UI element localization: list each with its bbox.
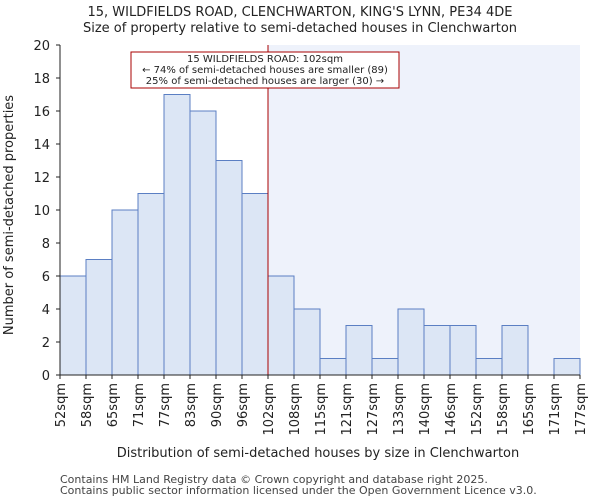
x-tick-label: 115sqm xyxy=(314,383,329,436)
bars-group xyxy=(59,94,581,376)
annotation-line1: 15 WILDFIELDS ROAD: 102sqm xyxy=(187,54,343,65)
annotation-line2: ← 74% of semi-detached houses are smalle… xyxy=(142,65,388,76)
bar-127sqm xyxy=(371,358,399,376)
x-tick-label: 52sqm xyxy=(54,383,69,427)
y-axis-label: Number of semi-detached properties xyxy=(2,95,17,335)
bar-65sqm xyxy=(111,209,139,376)
bar-152sqm xyxy=(475,358,503,376)
x-tick-label: 171sqm xyxy=(548,383,563,436)
x-tick-label: 127sqm xyxy=(366,383,381,436)
bar-121sqm xyxy=(345,325,373,376)
bar-71sqm xyxy=(137,193,165,376)
y-tick-label: 18 xyxy=(33,72,50,87)
annotation-box xyxy=(130,51,400,89)
x-axis-label: Distribution of semi-detached houses by … xyxy=(117,446,520,461)
bar-115sqm xyxy=(319,358,347,376)
annotation-line3: 25% of semi-detached houses are larger (… xyxy=(146,76,384,87)
x-tick-label: 121sqm xyxy=(340,383,355,436)
x-tick-label: 108sqm xyxy=(288,383,303,436)
x-tick-label: 152sqm xyxy=(470,383,485,436)
bar-108sqm xyxy=(293,308,321,376)
x-ticks-group: 52sqm 58sqm 65sqm 71sqm 77sqm 83sqm 90sqm 96sqm… xyxy=(54,375,589,436)
bar-77sqm xyxy=(163,94,191,376)
bar-146sqm xyxy=(449,325,477,376)
footer-line2: Contains public sector information licen… xyxy=(60,484,537,497)
x-tick-label: 158sqm xyxy=(496,383,511,436)
y-tick-label: 4 xyxy=(42,303,50,318)
bar-158sqm xyxy=(501,325,529,376)
x-tick-label: 165sqm xyxy=(522,383,537,436)
bar-52sqm xyxy=(59,275,87,376)
bar-102sqm xyxy=(267,275,295,376)
bar-83sqm xyxy=(189,110,217,376)
y-tick-label: 12 xyxy=(33,171,50,186)
y-tick-label: 20 xyxy=(33,39,50,54)
y-ticks-group: 0 2 4 6 8 10 12 14 16 18 20 xyxy=(33,39,60,384)
bar-171sqm xyxy=(553,358,581,376)
chart-title-line1: 15, WILDFIELDS ROAD, CLENCHWARTON, KING'… xyxy=(87,5,512,20)
y-tick-label: 8 xyxy=(42,237,50,252)
x-tick-label: 83sqm xyxy=(184,383,199,427)
bar-133sqm xyxy=(397,308,425,376)
footer-line1: Contains HM Land Registry data © Crown c… xyxy=(60,473,488,486)
y-tick-label: 16 xyxy=(33,105,50,120)
bar-90sqm xyxy=(215,160,243,376)
bar-58sqm xyxy=(85,259,113,376)
y-tick-label: 6 xyxy=(42,270,50,285)
y-tick-label: 14 xyxy=(33,138,50,153)
x-tick-label: 133sqm xyxy=(392,383,407,436)
x-tick-label: 65sqm xyxy=(106,383,121,427)
x-tick-label: 96sqm xyxy=(236,383,251,427)
y-tick-label: 10 xyxy=(33,204,50,219)
y-tick-label: 2 xyxy=(42,336,50,351)
bar-140sqm xyxy=(423,325,451,376)
chart-title-line2: Size of property relative to semi-detach… xyxy=(83,21,517,36)
bar-96sqm xyxy=(241,193,269,376)
x-tick-label: 77sqm xyxy=(158,383,173,427)
x-tick-label: 90sqm xyxy=(210,383,225,427)
x-tick-label: 58sqm xyxy=(80,383,95,427)
x-tick-label: 146sqm xyxy=(444,383,459,436)
x-tick-label: 71sqm xyxy=(132,383,147,427)
x-tick-label: 140sqm xyxy=(418,383,433,436)
y-tick-label: 0 xyxy=(42,369,50,384)
x-tick-label: 102sqm xyxy=(262,383,277,436)
x-tick-label: 177sqm xyxy=(574,383,589,436)
